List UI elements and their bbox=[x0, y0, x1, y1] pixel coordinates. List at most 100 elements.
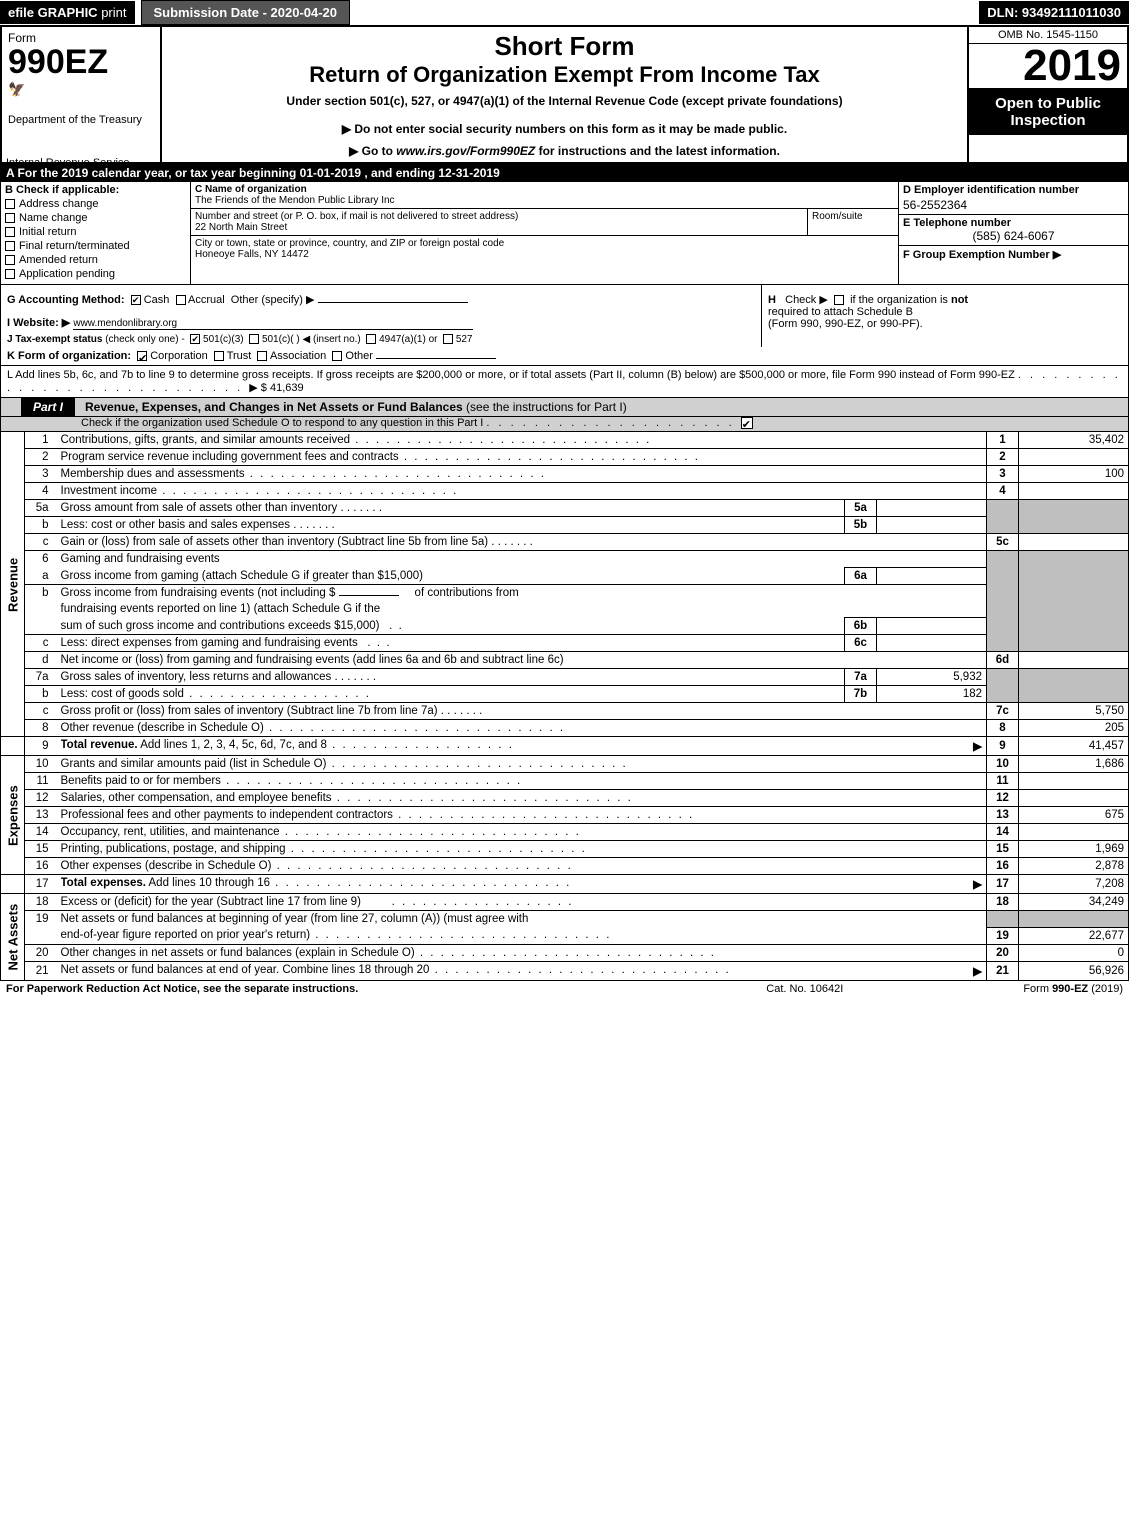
gray-cell bbox=[1019, 585, 1129, 602]
line-17-num: 17 bbox=[25, 875, 57, 894]
part-1-header: Part I Revenue, Expenses, and Changes in… bbox=[0, 398, 1129, 417]
line-21-num: 21 bbox=[25, 961, 57, 980]
opt-initial-return: Initial return bbox=[19, 226, 76, 238]
part-1-title-suffix: (see the instructions for Part I) bbox=[466, 400, 627, 414]
footer-left: For Paperwork Reduction Act Notice, see … bbox=[6, 983, 358, 995]
line-6a-desc: Gross income from gaming (attach Schedul… bbox=[57, 568, 845, 585]
other-label: Other (specify) ▶ bbox=[231, 294, 315, 306]
gray-cell bbox=[1019, 500, 1129, 517]
line-7a-desc: Gross sales of inventory, less returns a… bbox=[61, 671, 841, 683]
blank-num bbox=[25, 618, 57, 635]
part-1-tab: Part I bbox=[21, 398, 75, 416]
line-7b-mnum: 7b bbox=[845, 686, 877, 703]
netassets-side-label: Net Assets bbox=[1, 894, 25, 981]
checkbox-address-change[interactable] bbox=[5, 199, 15, 209]
website-url[interactable]: www.mendonlibrary.org bbox=[73, 318, 473, 330]
line-11-desc: Benefits paid to or for members bbox=[61, 775, 983, 787]
part-1-title: Revenue, Expenses, and Changes in Net As… bbox=[85, 400, 463, 414]
line-5a-num: 5a bbox=[25, 500, 57, 517]
checkbox-h[interactable] bbox=[834, 295, 844, 305]
section-l-text: L Add lines 5b, 6c, and 7b to line 9 to … bbox=[7, 369, 1015, 381]
gray-cell bbox=[1019, 601, 1129, 618]
submission-date-button[interactable]: Submission Date - 2020-04-20 bbox=[141, 0, 351, 25]
section-j-suffix: (check only one) - bbox=[105, 334, 184, 345]
line-12-row: 12 Salaries, other compensation, and emp… bbox=[1, 790, 1129, 807]
line-3-num: 3 bbox=[25, 466, 57, 483]
return-title: Return of Organization Exempt From Incom… bbox=[166, 62, 963, 88]
section-l: L Add lines 5b, 6c, and 7b to line 9 to … bbox=[0, 366, 1129, 398]
line-11-num: 11 bbox=[25, 773, 57, 790]
line-6a-row: a Gross income from gaming (attach Sched… bbox=[1, 568, 1129, 585]
gray-cell bbox=[987, 601, 1019, 618]
h-text3: required to attach Schedule B bbox=[768, 306, 913, 318]
section-f-label: F Group Exemption Number bbox=[903, 249, 1050, 261]
line-7a-row: 7a Gross sales of inventory, less return… bbox=[1, 669, 1129, 686]
checkbox-schedule-o[interactable]: ✔ bbox=[741, 417, 753, 429]
line-14-row: 14 Occupancy, rent, utilities, and maint… bbox=[1, 824, 1129, 841]
opt-trust: Trust bbox=[227, 350, 252, 362]
gray-cell bbox=[1019, 669, 1129, 686]
checkbox-initial-return[interactable] bbox=[5, 227, 15, 237]
do-not-enter-text: ▶ Do not enter social security numbers o… bbox=[166, 122, 963, 136]
part-1-subtext: Check if the organization used Schedule … bbox=[81, 417, 483, 429]
section-i-label: I Website: ▶ bbox=[7, 317, 70, 329]
other-org-input[interactable] bbox=[376, 358, 496, 359]
opt-amended-return: Amended return bbox=[19, 254, 98, 266]
line-19-val: 22,677 bbox=[1019, 927, 1129, 944]
tax-year: 2019 bbox=[969, 44, 1127, 89]
addr-label: Number and street (or P. O. box, if mail… bbox=[195, 211, 803, 222]
checkbox-4947[interactable] bbox=[366, 334, 376, 344]
line-7b-num: b bbox=[25, 686, 57, 703]
checkbox-527[interactable] bbox=[443, 334, 453, 344]
checkbox-final-return[interactable] bbox=[5, 241, 15, 251]
org-name: The Friends of the Mendon Public Library… bbox=[195, 195, 894, 206]
checkbox-name-change[interactable] bbox=[5, 213, 15, 223]
section-h: H Check ▶ if the organization is not req… bbox=[761, 285, 1128, 347]
line-6-desc: Gaming and fundraising events bbox=[57, 551, 987, 568]
checkbox-501c3[interactable] bbox=[190, 334, 200, 344]
line-15-num: 15 bbox=[25, 841, 57, 858]
department-label: Department of the Treasury bbox=[8, 114, 154, 126]
line-5c-num: c bbox=[25, 534, 57, 551]
opt-501c3: 501(c)(3) bbox=[203, 334, 244, 345]
line-2-val bbox=[1019, 449, 1129, 466]
goto-link[interactable]: www.irs.gov/Form990EZ bbox=[396, 144, 535, 158]
revenue-side-label: Revenue bbox=[1, 432, 25, 737]
print-label[interactable]: print bbox=[101, 5, 126, 20]
checkbox-trust[interactable] bbox=[214, 351, 224, 361]
other-specify-input[interactable] bbox=[318, 302, 468, 303]
line-10-rnum: 10 bbox=[987, 756, 1019, 773]
line-3-val: 100 bbox=[1019, 466, 1129, 483]
checkbox-association[interactable] bbox=[257, 351, 267, 361]
section-j-label: J Tax-exempt status bbox=[7, 334, 102, 345]
line-4-desc: Investment income bbox=[61, 485, 983, 497]
checkbox-accrual[interactable] bbox=[176, 295, 186, 305]
section-c: C Name of organization The Friends of th… bbox=[191, 182, 898, 284]
line-8-val: 205 bbox=[1019, 720, 1129, 737]
line-13-row: 13 Professional fees and other payments … bbox=[1, 807, 1129, 824]
top-bar: efile GRAPHIC print Submission Date - 20… bbox=[0, 0, 1129, 27]
line-7b-row: b Less: cost of goods sold 7b 182 bbox=[1, 686, 1129, 703]
line-6d-row: d Net income or (loss) from gaming and f… bbox=[1, 652, 1129, 669]
opt-application-pending: Application pending bbox=[19, 268, 115, 280]
checkbox-application-pending[interactable] bbox=[5, 269, 15, 279]
fundraising-amount-input[interactable] bbox=[339, 595, 399, 596]
gray-cell bbox=[987, 517, 1019, 534]
checkbox-cash[interactable] bbox=[131, 295, 141, 305]
line-15-row: 15 Printing, publications, postage, and … bbox=[1, 841, 1129, 858]
line-17-row: 17 Total expenses. Add lines 10 through … bbox=[1, 875, 1129, 894]
gray-cell bbox=[987, 911, 1019, 928]
line-6c-num: c bbox=[25, 635, 57, 652]
section-h-label: H bbox=[768, 294, 776, 306]
line-5c-val bbox=[1019, 534, 1129, 551]
efile-button[interactable]: efile GRAPHIC print bbox=[0, 1, 135, 24]
line-13-num: 13 bbox=[25, 807, 57, 824]
checkbox-amended-return[interactable] bbox=[5, 255, 15, 265]
h-text4: (Form 990, 990-EZ, or 990-PF). bbox=[768, 318, 923, 330]
line-1-rnum: 1 bbox=[987, 432, 1019, 449]
line-1-desc: Contributions, gifts, grants, and simila… bbox=[61, 434, 983, 446]
checkbox-other-org[interactable] bbox=[332, 351, 342, 361]
checkbox-501c[interactable] bbox=[249, 334, 259, 344]
line-4-val bbox=[1019, 483, 1129, 500]
ein-value: 56-2552364 bbox=[903, 198, 1124, 212]
